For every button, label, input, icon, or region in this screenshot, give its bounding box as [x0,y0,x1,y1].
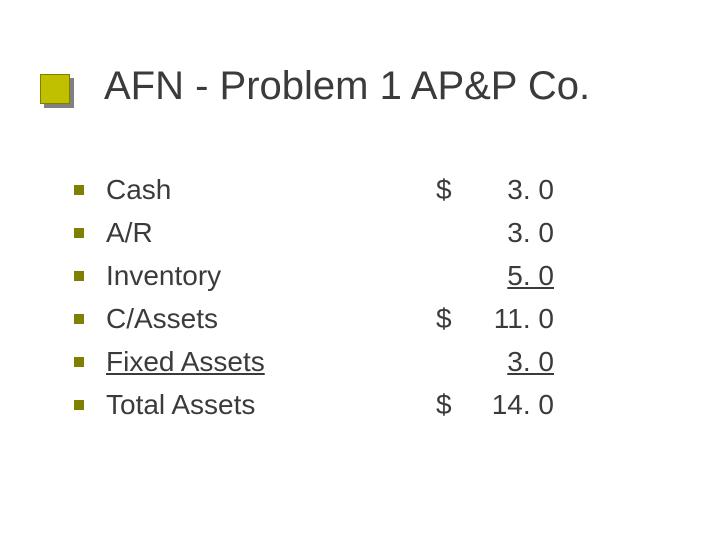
list-item: Cash $ 3. 0 [74,168,634,211]
slide-title: AFN - Problem 1 AP&P Co. [104,64,590,109]
slide: AFN - Problem 1 AP&P Co. Cash $ 3. 0 A/R… [0,0,720,540]
title-accent-square [40,74,70,104]
bullet-icon [74,185,84,195]
list-item: C/Assets $ 11. 0 [74,297,634,340]
item-label: Inventory [106,260,436,292]
list-item: Total Assets $ 14. 0 [74,383,634,426]
list-item: Inventory 5. 0 [74,254,634,297]
bullet-icon [74,228,84,238]
bullet-icon [74,314,84,324]
item-value: 11. 0 [474,303,554,335]
list-item: A/R 3. 0 [74,211,634,254]
item-value: 5. 0 [474,260,554,292]
content-list: Cash $ 3. 0 A/R 3. 0 Inventory 5. 0 C/As… [74,168,634,426]
item-value: 3. 0 [474,217,554,249]
item-label: Cash [106,174,436,206]
item-label: A/R [106,217,436,249]
item-label: Total Assets [106,389,436,421]
item-value: 3. 0 [474,174,554,206]
bullet-icon [74,271,84,281]
item-currency: $ [436,389,474,421]
item-label: C/Assets [106,303,436,335]
item-currency: $ [436,303,474,335]
item-label: Fixed Assets [106,346,436,378]
list-item: Fixed Assets 3. 0 [74,340,634,383]
item-value: 3. 0 [474,346,554,378]
bullet-icon [74,357,84,367]
item-value: 14. 0 [474,389,554,421]
bullet-icon [74,400,84,410]
item-currency: $ [436,174,474,206]
